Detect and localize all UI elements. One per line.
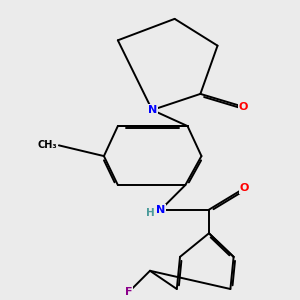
Text: F: F <box>125 287 132 297</box>
Text: O: O <box>240 183 249 193</box>
Text: CH₃: CH₃ <box>38 140 57 150</box>
Text: O: O <box>238 102 248 112</box>
Text: N: N <box>148 105 157 115</box>
Text: N: N <box>156 205 165 215</box>
Text: H: H <box>146 208 155 218</box>
